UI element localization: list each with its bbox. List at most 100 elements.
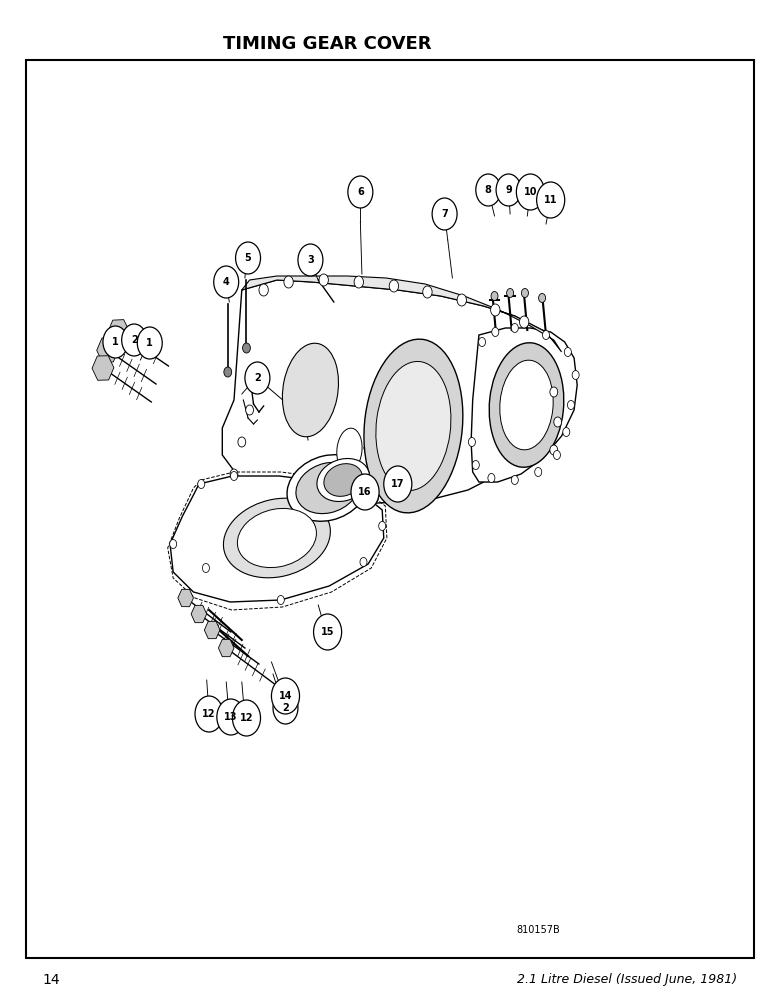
Text: 12: 12 <box>202 709 216 719</box>
Text: 1: 1 <box>147 338 153 348</box>
Ellipse shape <box>278 595 284 604</box>
Ellipse shape <box>568 400 574 410</box>
Circle shape <box>348 176 373 208</box>
Circle shape <box>245 362 270 394</box>
Text: 810157B: 810157B <box>516 925 560 935</box>
Circle shape <box>537 182 565 218</box>
Ellipse shape <box>230 469 238 479</box>
Polygon shape <box>471 328 577 482</box>
Ellipse shape <box>550 387 558 397</box>
Polygon shape <box>178 589 193 607</box>
Ellipse shape <box>512 324 519 332</box>
Ellipse shape <box>364 339 463 513</box>
Ellipse shape <box>231 472 237 481</box>
Text: 5: 5 <box>245 253 251 263</box>
Ellipse shape <box>538 294 545 302</box>
Text: 1: 1 <box>112 337 119 347</box>
Ellipse shape <box>491 292 498 300</box>
Polygon shape <box>242 276 562 352</box>
Polygon shape <box>92 356 114 380</box>
Ellipse shape <box>573 370 580 379</box>
Ellipse shape <box>543 330 549 340</box>
Ellipse shape <box>379 522 385 530</box>
Text: 14: 14 <box>43 973 61 987</box>
Polygon shape <box>191 605 207 623</box>
Polygon shape <box>97 338 119 362</box>
Ellipse shape <box>554 417 562 427</box>
Text: 7: 7 <box>441 209 448 219</box>
Circle shape <box>314 614 342 650</box>
Text: 14: 14 <box>278 691 292 701</box>
Circle shape <box>273 692 298 724</box>
Ellipse shape <box>507 288 513 298</box>
Ellipse shape <box>287 455 368 521</box>
Circle shape <box>476 174 501 206</box>
Ellipse shape <box>324 493 332 503</box>
Text: 2: 2 <box>282 703 289 713</box>
Ellipse shape <box>354 276 363 288</box>
Ellipse shape <box>473 460 479 470</box>
Ellipse shape <box>362 493 369 502</box>
Ellipse shape <box>319 274 328 286</box>
Ellipse shape <box>563 428 569 436</box>
Ellipse shape <box>317 458 370 502</box>
Polygon shape <box>170 476 384 602</box>
Ellipse shape <box>522 288 529 298</box>
Ellipse shape <box>198 480 204 488</box>
Ellipse shape <box>360 558 367 566</box>
Ellipse shape <box>423 286 432 298</box>
Ellipse shape <box>468 438 475 446</box>
Circle shape <box>516 174 544 210</box>
Circle shape <box>351 474 379 510</box>
Circle shape <box>195 696 223 732</box>
Text: 2.1 Litre Diesel (Issued June, 1981): 2.1 Litre Diesel (Issued June, 1981) <box>517 974 737 986</box>
Circle shape <box>384 466 412 502</box>
Circle shape <box>236 242 261 274</box>
Text: 9: 9 <box>505 185 512 195</box>
Text: 16: 16 <box>358 487 372 497</box>
Ellipse shape <box>328 480 334 488</box>
Ellipse shape <box>519 316 529 328</box>
Text: 13: 13 <box>224 712 238 722</box>
Ellipse shape <box>457 294 466 306</box>
Ellipse shape <box>243 343 250 353</box>
Ellipse shape <box>337 428 362 472</box>
Circle shape <box>298 244 323 276</box>
Ellipse shape <box>238 437 246 447</box>
Ellipse shape <box>259 284 268 296</box>
Ellipse shape <box>324 464 363 496</box>
Ellipse shape <box>565 348 571 357</box>
Ellipse shape <box>237 508 317 568</box>
Circle shape <box>214 266 239 298</box>
Ellipse shape <box>203 564 209 572</box>
Circle shape <box>432 198 457 230</box>
Text: 4: 4 <box>223 277 229 287</box>
Circle shape <box>217 699 245 735</box>
Polygon shape <box>108 320 129 344</box>
Text: 12: 12 <box>239 713 254 723</box>
Polygon shape <box>218 639 234 657</box>
Text: 15: 15 <box>321 627 335 637</box>
Circle shape <box>232 700 261 736</box>
Ellipse shape <box>284 276 293 288</box>
Bar <box>26 60 754 958</box>
Circle shape <box>496 174 521 206</box>
Circle shape <box>271 678 300 714</box>
Text: 17: 17 <box>391 479 405 489</box>
Text: 2: 2 <box>254 373 261 383</box>
Circle shape <box>137 327 162 359</box>
Text: 3: 3 <box>307 255 314 265</box>
Ellipse shape <box>534 468 541 477</box>
Ellipse shape <box>389 280 399 292</box>
Ellipse shape <box>488 474 495 483</box>
Ellipse shape <box>491 328 499 336</box>
Text: 6: 6 <box>357 187 363 197</box>
Text: TIMING GEAR COVER: TIMING GEAR COVER <box>223 35 432 53</box>
Ellipse shape <box>512 476 519 485</box>
Ellipse shape <box>550 445 558 455</box>
Ellipse shape <box>246 405 254 415</box>
Ellipse shape <box>370 493 378 503</box>
Ellipse shape <box>553 450 560 460</box>
Polygon shape <box>204 621 220 639</box>
Ellipse shape <box>489 343 564 467</box>
